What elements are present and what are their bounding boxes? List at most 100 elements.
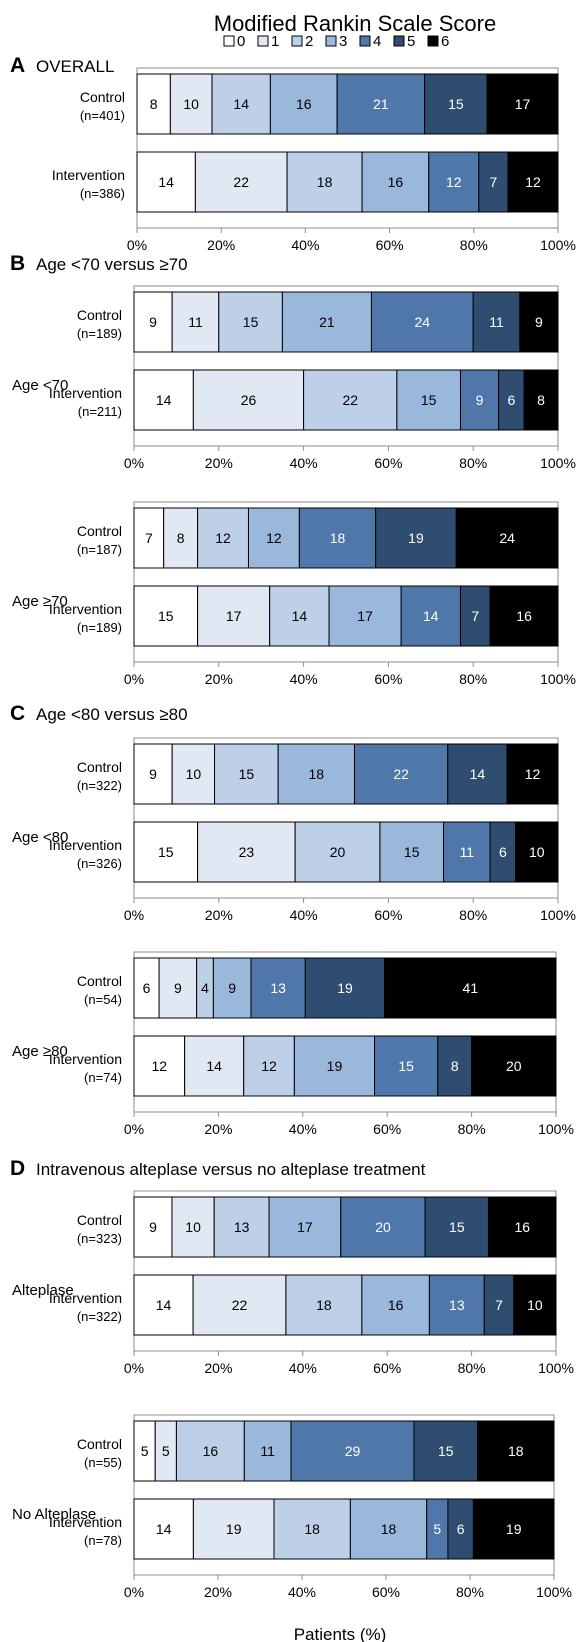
bar-value-label: 9 — [476, 392, 484, 408]
bar-value-label: 15 — [158, 608, 174, 624]
bar-segment-mrs-0 — [136, 73, 171, 135]
legend-label-3: 3 — [339, 33, 347, 50]
bar-value-label: 14 — [156, 1521, 172, 1537]
bar-value-label: 5 — [141, 1443, 149, 1459]
bar-value-label: 6 — [457, 1521, 465, 1537]
bar-segment-mrs-5 — [424, 1196, 489, 1258]
row-label: Intervention — [49, 1290, 122, 1306]
bar-value-label: 22 — [232, 1297, 248, 1313]
bar-value-label: 14 — [156, 1297, 172, 1313]
bar-segment-mrs-3 — [293, 1035, 376, 1097]
bar-value-label: 18 — [381, 1521, 397, 1537]
bar-segment-mrs-4 — [443, 821, 491, 883]
section-letter-a: A — [10, 54, 25, 77]
legend-label-4: 4 — [373, 33, 381, 50]
legend-label-1: 1 — [271, 33, 279, 50]
bar-value-label: 6 — [499, 844, 507, 860]
panels: Control (n=401) 8 10 14 16 21 15 17 Intervention (… — [12, 67, 576, 1600]
bar-value-label: 16 — [388, 174, 404, 190]
bar-segment-mrs-1 — [171, 1196, 215, 1258]
bar-value-label: 16 — [514, 1219, 530, 1235]
x-tick-label: 100% — [536, 1584, 572, 1600]
bar-value-label: 13 — [234, 1219, 250, 1235]
bar-value-label: 18 — [317, 174, 333, 190]
bar-segment-mrs-6 — [486, 73, 559, 135]
x-tick-label: 100% — [538, 1121, 574, 1137]
section-letter-c: C — [10, 702, 25, 725]
row-n: (n=189) — [77, 620, 122, 635]
section-headings: A OVERALL B Age <70 versus ≥70 C Age <80 vers… — [10, 54, 426, 1180]
bar-segment-mrs-5 — [304, 957, 386, 1019]
bar-value-label: 7 — [489, 174, 497, 190]
x-axis: 0% 20% 40% 60% 80% 100% — [124, 445, 576, 471]
bar-value-label: 13 — [449, 1297, 465, 1313]
x-tick-label: 80% — [456, 1584, 484, 1600]
x-tick-label: 20% — [205, 907, 233, 923]
bar-value-label: 24 — [499, 530, 515, 546]
legend-label-6: 6 — [441, 33, 449, 50]
bar-value-label: 7 — [471, 608, 479, 624]
x-tick-label: 60% — [374, 907, 402, 923]
bar-segment-mrs-6 — [487, 1196, 557, 1258]
bar-value-label: 16 — [516, 608, 532, 624]
section-letter-b: B — [10, 252, 25, 275]
bar-value-label: 10 — [183, 96, 199, 112]
bar-segment-mrs-6 — [489, 585, 559, 647]
subgroup-label: Age <80 — [12, 829, 68, 846]
bar-value-label: 12 — [525, 766, 541, 782]
bar-value-label: 14 — [292, 608, 308, 624]
bar-value-label: 16 — [296, 96, 312, 112]
subgroup-label: Alteplase — [12, 1282, 74, 1299]
bar-segment-mrs-1 — [192, 1274, 287, 1336]
bar-value-label: 20 — [506, 1058, 522, 1074]
bar-segment-mrs-6 — [519, 291, 559, 353]
bar-value-label: 16 — [203, 1443, 219, 1459]
x-axis: 0% 20% 40% 60% 80% 100% — [124, 897, 576, 923]
legend-swatch-2 — [291, 35, 303, 47]
bar-segment-mrs-1 — [197, 821, 296, 883]
bar-value-label: 15 — [448, 96, 464, 112]
x-axis: 0% 20% 40% 60% 80% 100% — [127, 227, 576, 253]
bar-value-label: 10 — [529, 844, 545, 860]
row-n: (n=211) — [78, 404, 122, 419]
bar-segment-mrs-0 — [133, 957, 160, 1019]
bar-value-label: 15 — [438, 1443, 454, 1459]
row-n: (n=78) — [84, 1533, 122, 1548]
x-tick-label: 20% — [207, 237, 235, 253]
bar-segment-mrs-4 — [428, 151, 480, 213]
bar-value-label: 14 — [158, 174, 174, 190]
x-axis: 0% 20% 40% 60% 80% 100% — [124, 1111, 574, 1137]
bar-value-label: 12 — [266, 530, 282, 546]
bar-segment-mrs-4 — [353, 743, 449, 805]
x-tick-label: 60% — [374, 455, 402, 471]
bar-value-label: 14 — [423, 608, 439, 624]
x-tick-label: 80% — [458, 1121, 486, 1137]
x-tick-label: 0% — [124, 1360, 144, 1376]
row-label: Intervention — [49, 601, 122, 617]
legend-label-5: 5 — [407, 33, 415, 50]
x-axis: 0% 20% 40% 60% 80% 100% — [124, 1350, 574, 1376]
row-label: Control — [77, 523, 122, 539]
bar-segment-mrs-0 — [136, 151, 196, 213]
bar-value-label: 17 — [297, 1219, 313, 1235]
subgroup-label: Age <70 — [12, 377, 68, 394]
bar-segment-mrs-1 — [197, 585, 271, 647]
bar-value-label: 14 — [470, 766, 486, 782]
bar-value-label: 17 — [515, 96, 531, 112]
bar-value-label: 7 — [495, 1297, 503, 1313]
bar-value-label: 6 — [507, 392, 515, 408]
x-tick-label: 100% — [538, 1360, 574, 1376]
bar-value-label: 15 — [449, 1219, 465, 1235]
x-tick-label: 20% — [204, 1121, 232, 1137]
legend-swatch-3 — [325, 35, 337, 47]
bar-segment-mrs-2 — [269, 585, 330, 647]
bar-value-label: 19 — [506, 1521, 522, 1537]
bar-value-label: 10 — [185, 1219, 201, 1235]
bar-value-label: 16 — [388, 1297, 404, 1313]
bar-segment-mrs-2 — [286, 151, 363, 213]
section-title-b: Age <70 versus ≥70 — [36, 255, 188, 274]
bar-segment-mrs-2 — [218, 291, 283, 353]
